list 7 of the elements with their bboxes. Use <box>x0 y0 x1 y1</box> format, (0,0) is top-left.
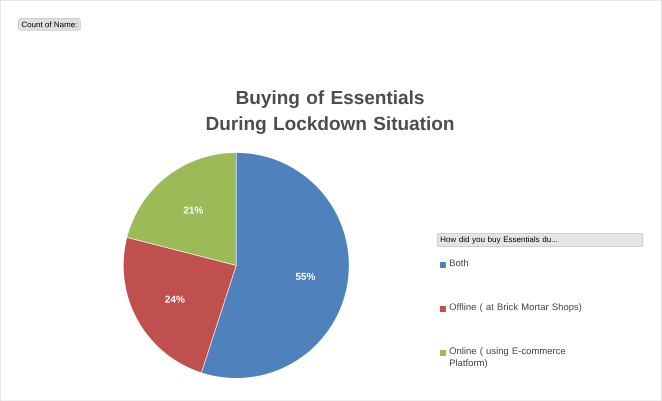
data-label: 21% <box>184 206 204 214</box>
data-label: 24% <box>165 296 185 303</box>
data-label: 55% <box>296 272 316 280</box>
legend-label: Online ( using E-commerce Platform) <box>450 347 566 368</box>
legend-label: Offline ( at Brick Mortar Shops) <box>450 303 582 312</box>
chart-title: Buying of Essentials During Lockdown Situation <box>206 90 454 134</box>
legend-label: Both <box>450 259 468 266</box>
